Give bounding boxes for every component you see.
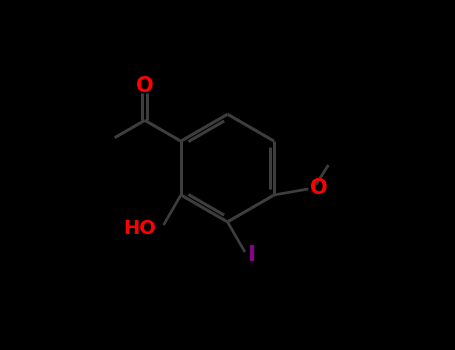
Text: HO: HO xyxy=(124,219,157,238)
Text: O: O xyxy=(310,178,328,198)
Text: I: I xyxy=(248,245,257,265)
Text: O: O xyxy=(136,76,154,96)
